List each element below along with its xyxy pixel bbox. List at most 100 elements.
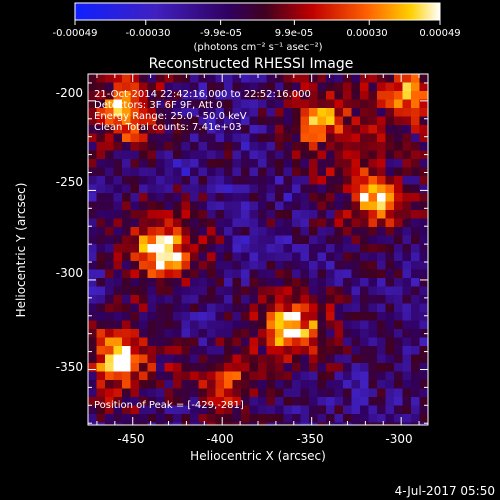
colorbar-tick-label: 0.00049 [419,28,460,39]
heatmap-cell [215,278,224,287]
heatmap-cell [122,201,131,210]
heatmap-cell [96,227,105,236]
heatmap-cell [139,405,148,414]
heatmap-cell [122,244,131,253]
heatmap-cell [309,116,318,125]
heatmap-cell [113,269,122,278]
heatmap-cell [156,346,165,355]
heatmap-cell [241,414,250,423]
heatmap-cell [266,125,275,134]
heatmap-cell [368,82,377,91]
heatmap-cell [181,320,190,329]
heatmap-cell [266,167,275,176]
heatmap-cell [351,91,360,100]
heatmap-cell [283,363,292,372]
heatmap-cell [96,380,105,389]
heatmap-cell [411,397,420,406]
heatmap-cell [351,82,360,91]
heatmap-cell [385,235,394,244]
heatmap-cell [317,295,326,304]
heatmap-cell [343,295,352,304]
heatmap-cell [113,252,122,261]
heatmap-cell [105,363,114,372]
heatmap-cell [241,184,250,193]
heatmap-cell [241,405,250,414]
heatmap-cell [241,235,250,244]
heatmap-cell [139,150,148,159]
heatmap-cell [88,278,97,287]
heatmap-cell [96,82,105,91]
heatmap-cell [224,159,233,168]
x-tick-label: -400 [206,432,233,446]
heatmap-cell [181,303,190,312]
heatmap-cell [266,329,275,338]
heatmap-cell [105,125,114,134]
heatmap-cell [411,363,420,372]
heatmap-cell [343,337,352,346]
heatmap-cell [139,74,148,83]
heatmap-cell [198,252,207,261]
heatmap-cell [402,108,411,117]
heatmap-cell [360,82,369,91]
heatmap-cell [266,244,275,253]
heatmap-cell [394,159,403,168]
heatmap-cell [249,82,258,91]
heatmap-cell [377,82,386,91]
heatmap-cell [377,167,386,176]
heatmap-cell [317,210,326,219]
heatmap-cell [411,108,420,117]
heatmap-cell [343,176,352,185]
heatmap-cell [258,235,267,244]
heatmap-cell [105,91,114,100]
heatmap-cell [164,278,173,287]
heatmap-cell [343,235,352,244]
heatmap-cell [275,133,284,142]
heatmap-cell [139,337,148,346]
heatmap-cell [139,116,148,125]
heatmap-cell [351,354,360,363]
heatmap-cell [88,252,97,261]
heatmap-cell [411,295,420,304]
heatmap-cell [292,150,301,159]
heatmap-cell [105,278,114,287]
heatmap-cell [368,227,377,236]
heatmap-cell [309,227,318,236]
heatmap-cell [283,397,292,406]
heatmap-cell [283,125,292,134]
heatmap-cell [351,244,360,253]
heatmap-cell [300,74,309,83]
heatmap-cell [249,159,258,168]
heatmap-cell [88,159,97,168]
heatmap-cell [334,363,343,372]
heatmap-cell [275,346,284,355]
heatmap-cell [190,108,199,117]
heatmap-cell [173,133,182,142]
heatmap-cell [258,82,267,91]
heatmap-cell [113,116,122,125]
heatmap-cell [232,201,241,210]
heatmap-cell [181,346,190,355]
heatmap-cell [275,244,284,253]
heatmap-cell [122,397,131,406]
heatmap-cell [360,150,369,159]
heatmap-cell [368,286,377,295]
heatmap-cell [198,363,207,372]
heatmap-cell [283,142,292,151]
heatmap-cell [394,312,403,321]
heatmap-cell [394,397,403,406]
heatmap-cell [368,91,377,100]
heatmap-cell [411,337,420,346]
heatmap-cell [198,303,207,312]
heatmap-cell [266,210,275,219]
heatmap-cell [139,303,148,312]
heatmap-cell [266,371,275,380]
heatmap-cell [419,269,428,278]
heatmap-cell [147,363,156,372]
heatmap-cell [309,278,318,287]
heatmap-cell [215,74,224,83]
heatmap-cell [164,99,173,108]
heatmap-cell [368,201,377,210]
y-tick-label: -200 [56,86,83,100]
heatmap-cell [96,150,105,159]
